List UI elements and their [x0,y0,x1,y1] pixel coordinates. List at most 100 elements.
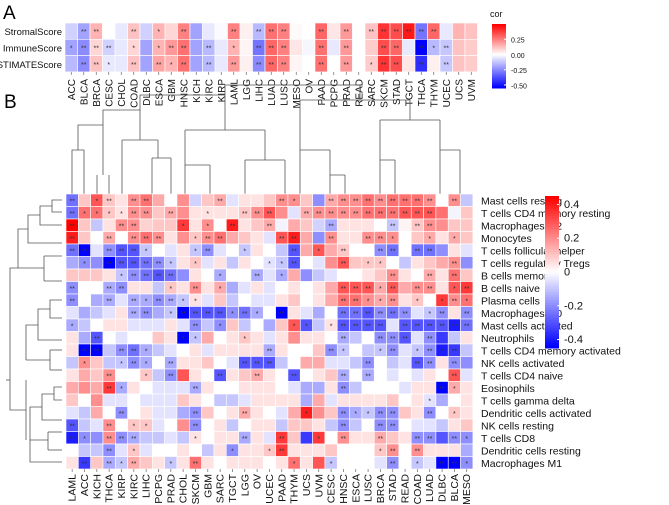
heatmap-cell [213,206,227,220]
legend-gradient-step [545,272,559,276]
heatmap-cell [452,22,466,40]
heatmap-cell [164,431,178,445]
legend-gradient-step [492,74,506,76]
column-label: THCA [104,474,116,503]
heatmap-cell [361,243,375,257]
legend-tick-label: 0.4 [564,199,579,211]
heatmap-cell [115,318,128,332]
significance-mark: * [182,298,185,305]
legend-gradient-step [545,244,559,248]
heatmap-cell [115,306,128,320]
heatmap-a: ** ** ** * ** ** ** ** ** ** ** ** ** ** ** ** **Stromal… [0,22,478,108]
heatmap-cell [361,218,375,232]
heatmap-cell [213,293,227,307]
heatmap-cell [262,431,276,445]
heatmap-cell [139,281,153,295]
column-label: KIRP [116,474,128,499]
heatmap-cell [386,381,400,395]
legend-gradient-step [492,84,506,87]
significance-mark: * [194,298,197,305]
heatmap-cell [65,368,79,382]
significance-mark: ** [415,223,421,230]
significance-mark: ** [181,62,187,69]
row-label: Macrophages M2 [481,220,562,232]
heatmap-cell [225,331,239,345]
heatmap-cell [164,218,178,232]
legend-gradient-step [545,213,559,217]
significance-mark: ** [81,29,87,36]
heatmap-cell [152,418,165,432]
significance-mark: ** [119,436,125,443]
heatmap-cell [398,281,412,295]
significance-mark: ** [106,298,112,305]
significance-mark: ** [381,45,387,52]
significance-mark: * [169,286,172,293]
significance-mark: ** [439,311,445,318]
significance-mark: ** [69,423,75,430]
heatmap-cell [213,243,227,257]
heatmap-cell [398,343,412,357]
significance-mark: ** [156,236,162,243]
legend-gradient-step [492,32,506,35]
legend-tick-label: -0.25 [511,68,527,75]
dendrogram-branch [299,100,330,151]
heatmap-cell [201,318,215,332]
heatmap-cell [250,281,264,295]
significance-mark: ** [131,62,137,69]
heatmap-cell [464,55,478,73]
heatmap-cell [324,356,338,370]
heatmap-cell [386,318,400,332]
heatmap-cell [201,343,215,357]
heatmap-cell [460,418,474,432]
column-label: UCS [301,474,313,496]
heatmap-cell [299,281,313,295]
significance-mark: * [243,248,246,255]
heatmap-cell [225,431,239,445]
heatmap-cell [250,443,264,457]
significance-mark: ** [427,248,433,255]
row-label: NK cells resting [481,420,554,432]
heatmap-cell [164,406,178,420]
heatmap-cell [299,231,313,245]
heatmap-cell [225,343,239,357]
significance-mark: ** [156,62,162,69]
heatmap-cell [312,256,326,270]
heatmap-cell [225,206,239,220]
significance-mark: ** [390,223,396,230]
heatmap-cell [460,256,474,270]
significance-mark: ** [378,336,384,343]
heatmap-cell [299,381,313,395]
heatmap-cell [250,193,264,207]
significance-mark: ** [365,311,371,318]
heatmap-cell [213,456,227,470]
heatmap-cell [262,318,276,332]
significance-mark: ** [256,62,262,69]
column-label: PRAD [342,79,353,107]
heatmap-cell [361,443,375,457]
significance-mark: * [317,248,320,255]
heatmap-cell [250,343,264,357]
heatmap-cell [373,218,387,232]
heatmap-cell [152,243,165,257]
heatmap-cell [102,218,116,232]
column-label: PCPG [329,79,340,108]
heatmap-cell [447,306,461,320]
significance-mark: * [256,311,259,318]
heatmap-cell [275,293,289,307]
significance-mark: ** [378,211,384,218]
heatmap-cell [289,22,303,40]
significance-mark: * [194,336,197,343]
heatmap-cell [250,456,264,470]
significance-mark: ** [193,386,199,393]
significance-mark: ** [242,211,248,218]
heatmap-cell [336,218,350,232]
column-label: SKCM [379,79,390,108]
heatmap-cell [423,368,437,382]
significance-mark: ** [390,423,396,430]
heatmap-cell [287,393,301,407]
significance-mark: ** [131,198,137,205]
dendrogram-branch [9,380,26,411]
significance-mark: ** [206,62,212,69]
heatmap-cell [361,393,375,407]
heatmap-cell [327,22,341,40]
